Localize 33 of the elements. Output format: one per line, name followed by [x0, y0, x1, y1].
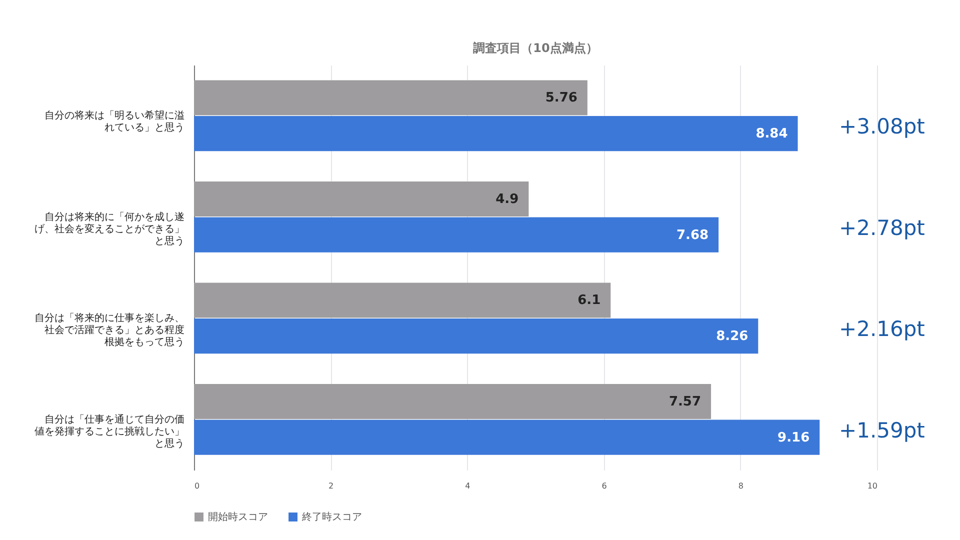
x-tick-label: 10: [867, 482, 878, 490]
x-tick-label: 6: [602, 482, 607, 490]
y-tick-label: 自分は将来的に「何かを成し遂げ、社会を変えることができる」と思う: [34, 210, 184, 247]
bar: [194, 420, 820, 455]
data-label: 4.9: [496, 192, 519, 207]
chart-title: 調査項目（10点満点）: [472, 41, 598, 55]
x-tick-label: 0: [194, 482, 200, 490]
data-label: 5.76: [545, 90, 578, 106]
y-tick-label: 自分の将来は「明るい希望に溢れている」と思う: [44, 110, 184, 134]
data-label: 7.57: [668, 394, 702, 410]
data-label: 7.68: [676, 228, 709, 243]
x-tick-label: 4: [465, 482, 470, 490]
bar: [194, 116, 798, 152]
x-tick-label: 2: [328, 482, 334, 490]
data-label: 8.26: [716, 329, 748, 344]
annotation: +3.08pt: [839, 114, 925, 139]
annotation: +1.59pt: [839, 418, 925, 442]
data-label: 8.84: [756, 126, 788, 142]
annotation: +2.16pt: [839, 317, 925, 342]
bar: [194, 181, 529, 217]
data-label: 9.16: [778, 430, 810, 446]
bar: [194, 282, 611, 318]
bar: [194, 318, 758, 354]
bar: [194, 80, 588, 116]
annotation: +2.78pt: [839, 216, 925, 240]
x-tick-label: 8: [738, 482, 744, 490]
y-tick-label: 自分は「仕事を通じて自分の価値を発揮することに挑戦したい」と思う: [34, 413, 184, 450]
legend-label: 終了時スコア: [301, 511, 362, 523]
y-tick-label: 自分は「将来的に仕事を楽しみ、社会で活躍できる」とある程度根拠をもって思う: [34, 312, 184, 348]
bar: [194, 384, 712, 420]
legend-label: 開始時スコア: [208, 511, 268, 523]
bar: [194, 217, 719, 252]
data-label: 6.1: [578, 293, 601, 308]
